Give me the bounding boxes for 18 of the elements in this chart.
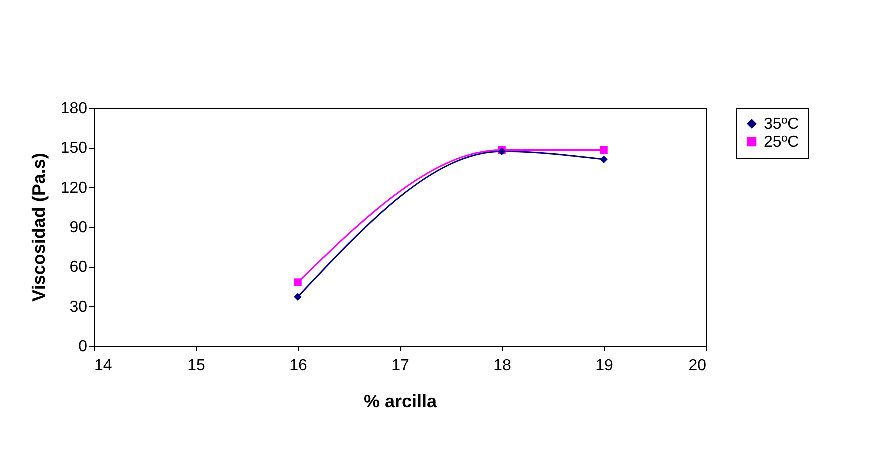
x-tick-label: 17 xyxy=(392,358,410,374)
x-tick-label: 19 xyxy=(596,358,614,374)
x-tick-label: 20 xyxy=(688,358,707,374)
legend-label: 25ºC xyxy=(764,134,800,151)
y-tick-label: 120 xyxy=(60,180,88,197)
y-tick-label: 90 xyxy=(70,220,88,236)
y-tick-label: 150 xyxy=(60,140,88,158)
x-tick-label: 18 xyxy=(494,358,512,374)
y-tick-label: 30 xyxy=(70,298,88,316)
y-tick-label: 0 xyxy=(78,338,88,356)
y-axis-title: Viscosidad (Pa.s) xyxy=(28,153,49,302)
x-tick-label: 14 xyxy=(94,358,112,374)
x-tick-label: 16 xyxy=(290,358,308,374)
y-tick-label: 180 xyxy=(60,100,88,118)
x-axis-title: % arcilla xyxy=(364,392,438,412)
legend-label: 35ºC xyxy=(764,116,800,133)
x-tick-label: 15 xyxy=(188,358,206,374)
y-tick-label: 60 xyxy=(70,259,88,276)
